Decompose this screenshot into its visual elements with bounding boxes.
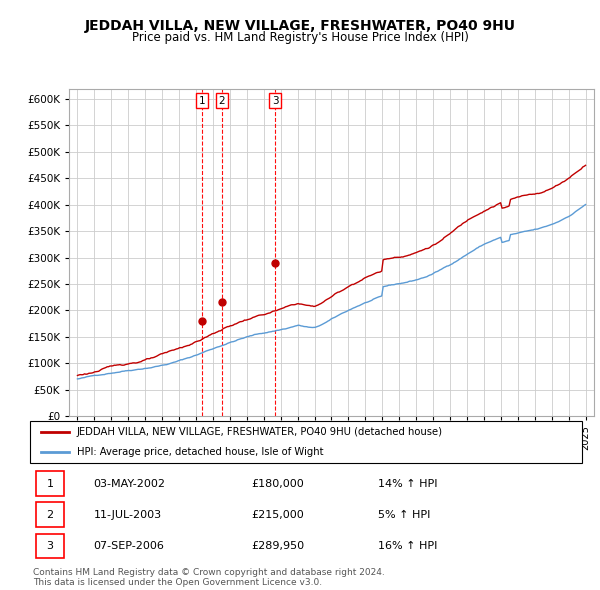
Text: Price paid vs. HM Land Registry's House Price Index (HPI): Price paid vs. HM Land Registry's House … [131,31,469,44]
Text: 1: 1 [46,479,53,489]
FancyBboxPatch shape [35,533,64,558]
Text: 2: 2 [46,510,53,520]
Text: JEDDAH VILLA, NEW VILLAGE, FRESHWATER, PO40 9HU (detached house): JEDDAH VILLA, NEW VILLAGE, FRESHWATER, P… [77,427,443,437]
Text: 07-SEP-2006: 07-SEP-2006 [94,541,164,551]
FancyBboxPatch shape [30,421,582,463]
Text: 3: 3 [46,541,53,551]
Text: £289,950: £289,950 [251,541,304,551]
Text: 2: 2 [218,96,225,106]
Text: 16% ↑ HPI: 16% ↑ HPI [378,541,437,551]
Text: 03-MAY-2002: 03-MAY-2002 [94,479,166,489]
Text: 11-JUL-2003: 11-JUL-2003 [94,510,161,520]
Text: 3: 3 [272,96,278,106]
FancyBboxPatch shape [35,471,64,496]
Text: 14% ↑ HPI: 14% ↑ HPI [378,479,437,489]
Text: 1: 1 [199,96,205,106]
Text: 5% ↑ HPI: 5% ↑ HPI [378,510,430,520]
FancyBboxPatch shape [35,503,64,527]
Text: £215,000: £215,000 [251,510,304,520]
Text: JEDDAH VILLA, NEW VILLAGE, FRESHWATER, PO40 9HU: JEDDAH VILLA, NEW VILLAGE, FRESHWATER, P… [85,19,515,33]
Text: £180,000: £180,000 [251,479,304,489]
Text: HPI: Average price, detached house, Isle of Wight: HPI: Average price, detached house, Isle… [77,447,323,457]
Text: Contains HM Land Registry data © Crown copyright and database right 2024.
This d: Contains HM Land Registry data © Crown c… [33,568,385,587]
